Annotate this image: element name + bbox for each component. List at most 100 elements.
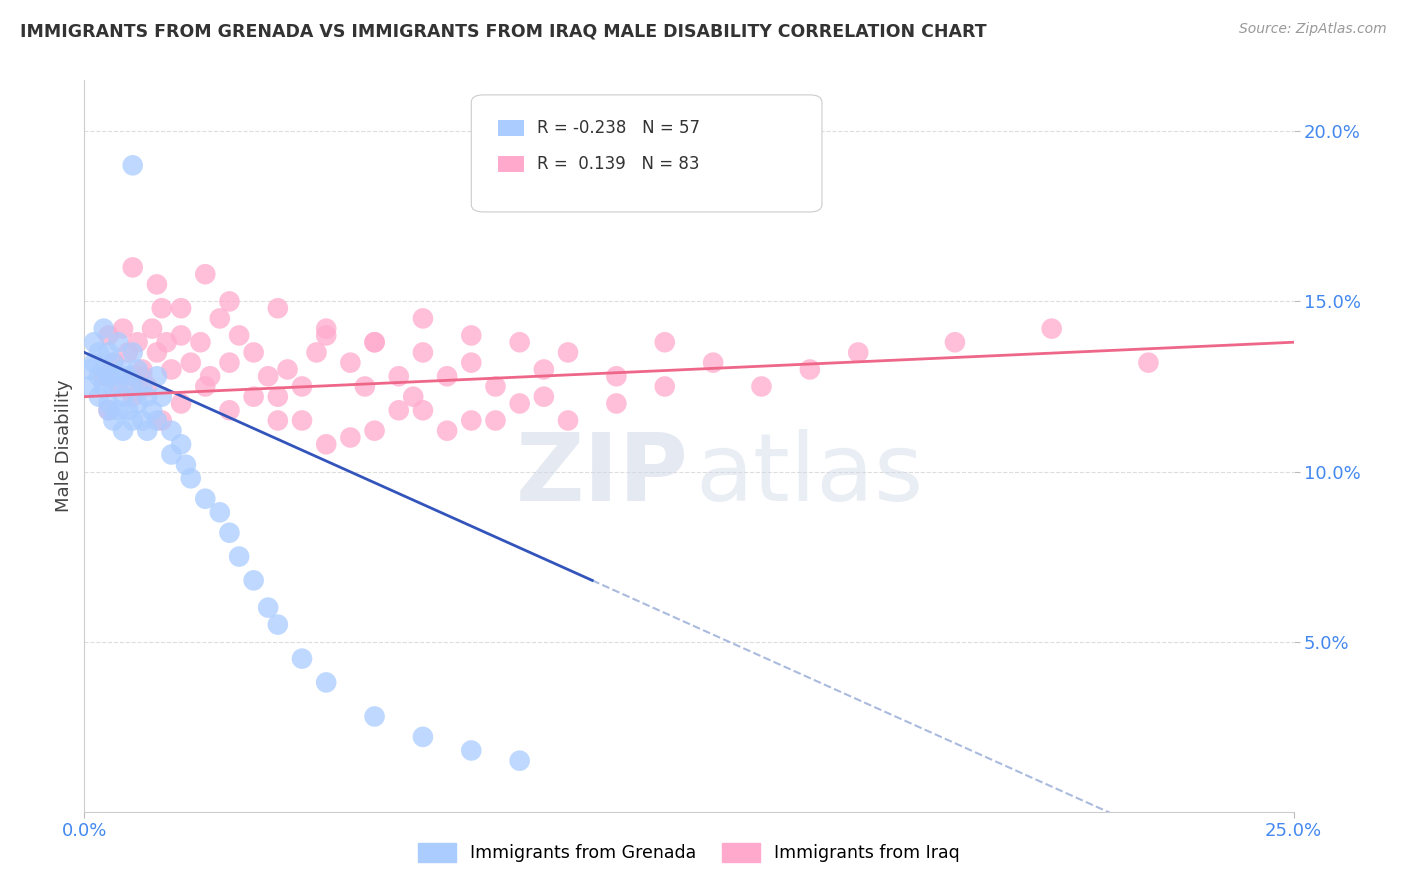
- Point: [87, 390, 110, 404]
- Point: [242, 390, 264, 404]
- Point: [121, 345, 143, 359]
- Point: [121, 158, 143, 172]
- Point: [83, 335, 105, 350]
- Point: [160, 362, 183, 376]
- Point: [141, 321, 163, 335]
- Point: [257, 369, 280, 384]
- Point: [107, 369, 129, 384]
- FancyBboxPatch shape: [471, 95, 823, 212]
- Point: [117, 403, 139, 417]
- Point: [107, 335, 129, 350]
- Point: [131, 413, 153, 427]
- Point: [460, 743, 482, 757]
- Point: [131, 369, 153, 384]
- Point: [460, 328, 482, 343]
- Point: [141, 403, 163, 417]
- Point: [93, 321, 115, 335]
- Point: [484, 413, 506, 427]
- Point: [174, 458, 197, 472]
- Point: [83, 356, 105, 370]
- Point: [218, 356, 240, 370]
- Point: [146, 369, 169, 384]
- Point: [194, 379, 217, 393]
- Point: [291, 651, 314, 665]
- Point: [97, 403, 120, 417]
- Point: [654, 335, 676, 350]
- Point: [267, 301, 290, 316]
- Point: [127, 362, 149, 376]
- Point: [117, 369, 139, 384]
- Point: [509, 754, 531, 768]
- Text: R =  0.139   N = 83: R = 0.139 N = 83: [537, 155, 699, 173]
- Point: [150, 413, 173, 427]
- Point: [228, 549, 250, 564]
- Point: [107, 403, 129, 417]
- Point: [388, 403, 411, 417]
- Point: [155, 335, 177, 350]
- Point: [257, 600, 280, 615]
- Point: [121, 413, 143, 427]
- Point: [846, 345, 869, 359]
- Point: [218, 294, 240, 309]
- Point: [509, 396, 531, 410]
- Point: [93, 362, 115, 376]
- Point: [436, 369, 458, 384]
- Point: [208, 311, 231, 326]
- Point: [460, 356, 482, 370]
- Point: [170, 396, 193, 410]
- Point: [97, 345, 120, 359]
- Point: [402, 390, 425, 404]
- Point: [208, 505, 231, 519]
- Point: [112, 362, 135, 376]
- Point: [267, 390, 290, 404]
- Point: [533, 362, 555, 376]
- Point: [87, 369, 110, 384]
- Point: [315, 321, 337, 335]
- Point: [388, 369, 411, 384]
- Point: [484, 379, 506, 393]
- Point: [136, 390, 159, 404]
- Point: [315, 437, 337, 451]
- Point: [146, 277, 169, 292]
- Point: [605, 369, 627, 384]
- Point: [150, 301, 173, 316]
- Point: [97, 369, 120, 384]
- Legend: Immigrants from Grenada, Immigrants from Iraq: Immigrants from Grenada, Immigrants from…: [411, 836, 967, 869]
- Point: [170, 301, 193, 316]
- Point: [1040, 321, 1063, 335]
- Point: [150, 390, 173, 404]
- Point: [180, 356, 202, 370]
- Point: [121, 260, 143, 275]
- Point: [267, 617, 290, 632]
- Point: [533, 390, 555, 404]
- Point: [112, 390, 135, 404]
- Point: [77, 362, 100, 376]
- Point: [160, 448, 183, 462]
- Point: [194, 491, 217, 506]
- Point: [363, 424, 385, 438]
- Point: [103, 356, 125, 370]
- Point: [97, 403, 120, 417]
- Point: [121, 369, 143, 384]
- Point: [77, 379, 100, 393]
- Point: [146, 345, 169, 359]
- Point: [228, 328, 250, 343]
- Point: [605, 396, 627, 410]
- Point: [363, 709, 385, 723]
- Point: [107, 379, 129, 393]
- Point: [363, 335, 385, 350]
- Point: [412, 345, 434, 359]
- Point: [136, 379, 159, 393]
- Point: [160, 424, 183, 438]
- Point: [112, 424, 135, 438]
- Point: [267, 413, 290, 427]
- Point: [103, 356, 125, 370]
- Point: [436, 424, 458, 438]
- Point: [136, 424, 159, 438]
- Point: [339, 356, 361, 370]
- Text: R = -0.238   N = 57: R = -0.238 N = 57: [537, 119, 700, 136]
- Point: [702, 356, 724, 370]
- Point: [146, 413, 169, 427]
- Point: [557, 413, 579, 427]
- Point: [460, 413, 482, 427]
